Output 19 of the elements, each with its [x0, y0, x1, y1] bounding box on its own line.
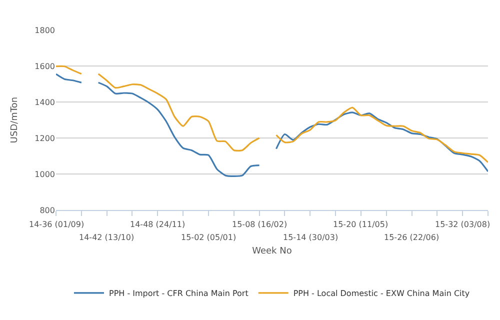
x-tick-label: 15-08 (16/02)	[232, 220, 288, 229]
x-tick-label: 15-02 (05/01)	[181, 233, 236, 242]
y-tick-label: 1800	[34, 26, 55, 35]
y-tick-label: 1400	[34, 98, 55, 107]
y-tick-label: 800	[40, 206, 55, 215]
x-tick-label: 14-42 (13/10)	[79, 233, 134, 242]
x-tick-label: 15-14 (30/03)	[283, 233, 338, 242]
x-axis-title: Week No	[252, 246, 292, 257]
x-tick-label: 15-32 (03/08)	[435, 220, 490, 229]
x-tick-label: 14-48 (24/11)	[130, 220, 186, 229]
x-tick-label: 14-36 (01/09)	[29, 220, 84, 229]
legend-label: PPH - Local Domestic - EXW China Main City	[293, 289, 470, 298]
y-tick-label: 1000	[34, 170, 55, 179]
y-tick-label: 1600	[34, 62, 55, 71]
y-axis-title: USD/mTon	[10, 96, 20, 144]
x-tick-label: 15-26 (22/06)	[384, 233, 440, 242]
legend-label: PPH - Import - CFR China Main Port	[109, 289, 248, 298]
y-tick-label: 1200	[34, 134, 55, 143]
x-tick-label: 15-20 (11/05)	[333, 220, 388, 229]
